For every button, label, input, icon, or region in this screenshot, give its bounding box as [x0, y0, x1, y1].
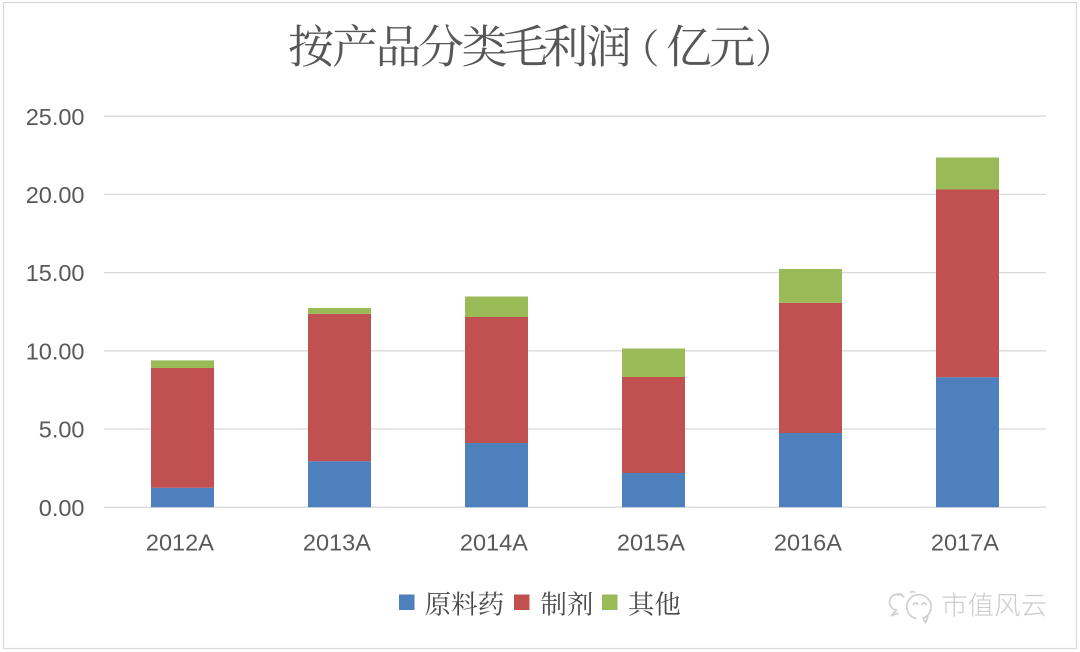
svg-text:2017A: 2017A	[931, 530, 999, 556]
svg-text:2013A: 2013A	[303, 530, 371, 556]
svg-text:20.00: 20.00	[26, 182, 85, 208]
svg-text:2012A: 2012A	[146, 530, 214, 556]
svg-text:5.00: 5.00	[39, 417, 85, 443]
svg-text:2014A: 2014A	[460, 530, 528, 556]
svg-text:0.00: 0.00	[39, 495, 85, 521]
svg-text:10.00: 10.00	[26, 338, 85, 364]
svg-text:15.00: 15.00	[26, 260, 85, 286]
svg-text:2016A: 2016A	[774, 530, 842, 556]
svg-text:25.00: 25.00	[26, 104, 85, 130]
svg-text:2015A: 2015A	[617, 530, 685, 556]
